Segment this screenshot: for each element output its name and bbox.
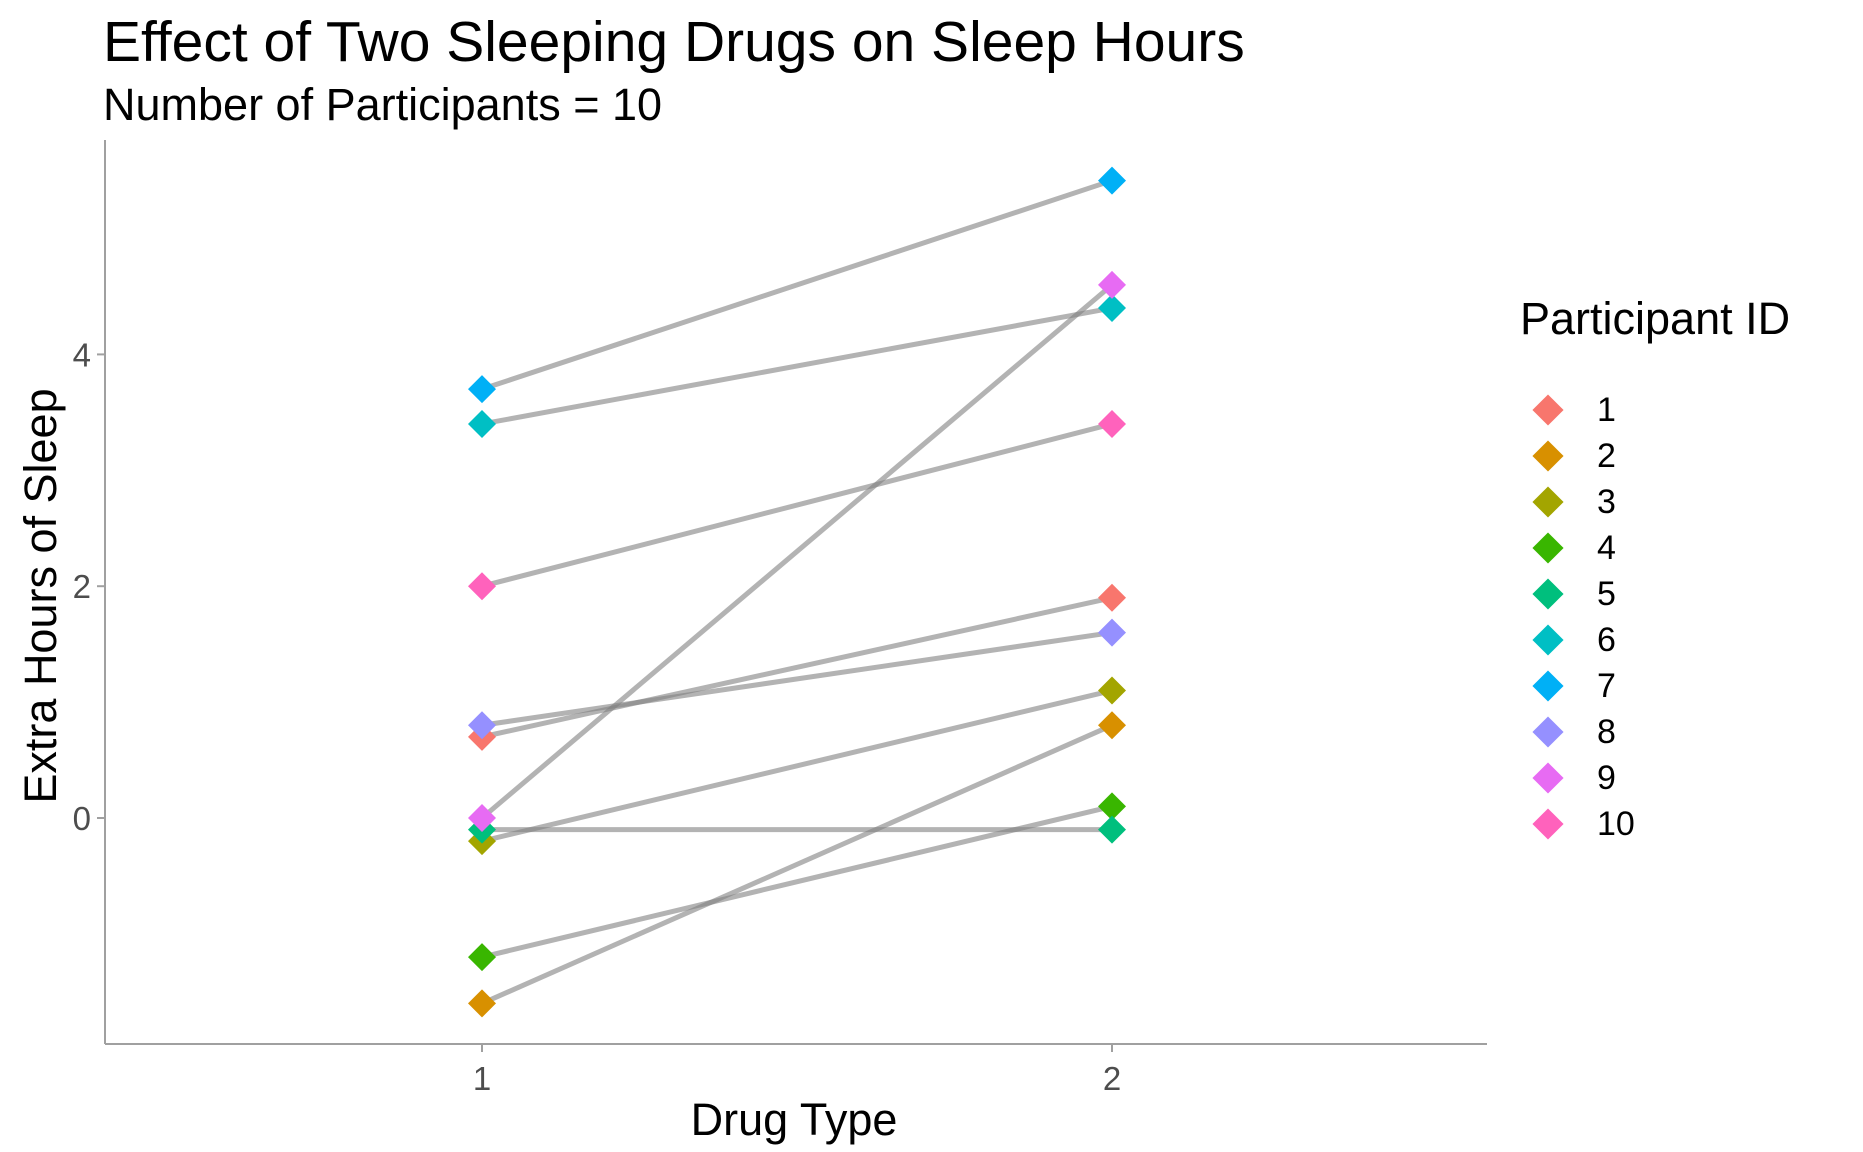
- legend-label: 6: [1597, 621, 1616, 659]
- legend-label: 2: [1597, 437, 1616, 475]
- data-point-4-2: [1098, 792, 1126, 821]
- data-point-6-1: [468, 409, 496, 438]
- legend-title: Participant ID: [1520, 293, 1791, 344]
- chart-subtitle: Number of Participants = 10: [103, 79, 663, 130]
- data-point-7-2: [1098, 166, 1126, 195]
- data-point-2-2: [1098, 711, 1126, 740]
- series-line-9: [480, 282, 1114, 820]
- legend-item-3: 3: [1520, 479, 1790, 525]
- x-tick-label: 2: [1103, 1060, 1121, 1097]
- data-point-5-2: [1098, 815, 1126, 844]
- y-tick-label: 2: [73, 568, 91, 605]
- legend-item-1: 1: [1520, 387, 1790, 433]
- legend-item-10: 10: [1520, 801, 1790, 847]
- connecting-lines: [480, 178, 1114, 1006]
- data-point-1-2: [1098, 583, 1126, 612]
- legend-label: 1: [1597, 391, 1616, 429]
- legend-label: 10: [1597, 805, 1635, 843]
- data-point-4-1: [468, 943, 496, 972]
- axes: 0 2 4 1 2: [73, 140, 1487, 1097]
- legend-key: [1532, 394, 1564, 426]
- data-point-10-1: [468, 572, 496, 601]
- legend-key: [1532, 532, 1564, 564]
- series-line-2: [480, 722, 1114, 1006]
- data-point-2-1: [468, 989, 496, 1018]
- x-axis-title: Drug Type: [691, 1094, 898, 1145]
- data-point-8-1: [468, 711, 496, 740]
- series-line-10: [481, 421, 1113, 589]
- legend-key: [1532, 670, 1564, 702]
- legend-key: [1532, 578, 1564, 610]
- chart-title: Effect of Two Sleeping Drugs on Sleep Ho…: [103, 10, 1245, 74]
- data-point-7-1: [468, 375, 496, 404]
- legend-label: 5: [1597, 575, 1616, 613]
- legend-label: 9: [1597, 759, 1616, 797]
- data-point-3-2: [1098, 676, 1126, 705]
- legend-item-9: 9: [1520, 755, 1790, 801]
- data-point-9-1: [468, 804, 496, 832]
- legend-items: 1 2 3 4 5 6 7 8 9 10: [1520, 387, 1790, 847]
- y-axis-title: Extra Hours of Sleep: [15, 388, 66, 803]
- legend-key: [1532, 762, 1564, 794]
- legend-key: [1532, 440, 1564, 472]
- legend-item-4: 4: [1520, 525, 1790, 571]
- legend: Participant ID 1 2 3 4 5 6 7 8 9 10: [1520, 296, 1790, 847]
- legend-label: 7: [1597, 667, 1616, 705]
- data-points: [468, 166, 1126, 1018]
- series-line-1: [481, 595, 1113, 740]
- y-tick-label: 0: [73, 800, 91, 837]
- legend-key: [1532, 624, 1564, 656]
- series-line-3: [481, 688, 1113, 844]
- legend-item-5: 5: [1520, 571, 1790, 617]
- legend-label: 4: [1597, 529, 1616, 567]
- legend-key: [1532, 486, 1564, 518]
- legend-item-2: 2: [1520, 433, 1790, 479]
- y-tick-label: 4: [73, 336, 91, 373]
- series-line-7: [481, 178, 1113, 392]
- legend-key: [1532, 716, 1564, 748]
- legend-label: 8: [1597, 713, 1616, 751]
- data-point-9-2: [1098, 270, 1126, 299]
- legend-item-8: 8: [1520, 709, 1790, 755]
- legend-label: 3: [1597, 483, 1616, 521]
- data-point-10-2: [1098, 409, 1126, 438]
- legend-item-6: 6: [1520, 617, 1790, 663]
- x-tick-label: 1: [473, 1060, 491, 1097]
- series-line-6: [481, 305, 1113, 427]
- series-line-8: [481, 630, 1113, 728]
- data-point-8-2: [1098, 618, 1126, 647]
- legend-key: [1532, 808, 1564, 840]
- legend-item-7: 7: [1520, 663, 1790, 709]
- data-point-6-2: [1098, 294, 1126, 323]
